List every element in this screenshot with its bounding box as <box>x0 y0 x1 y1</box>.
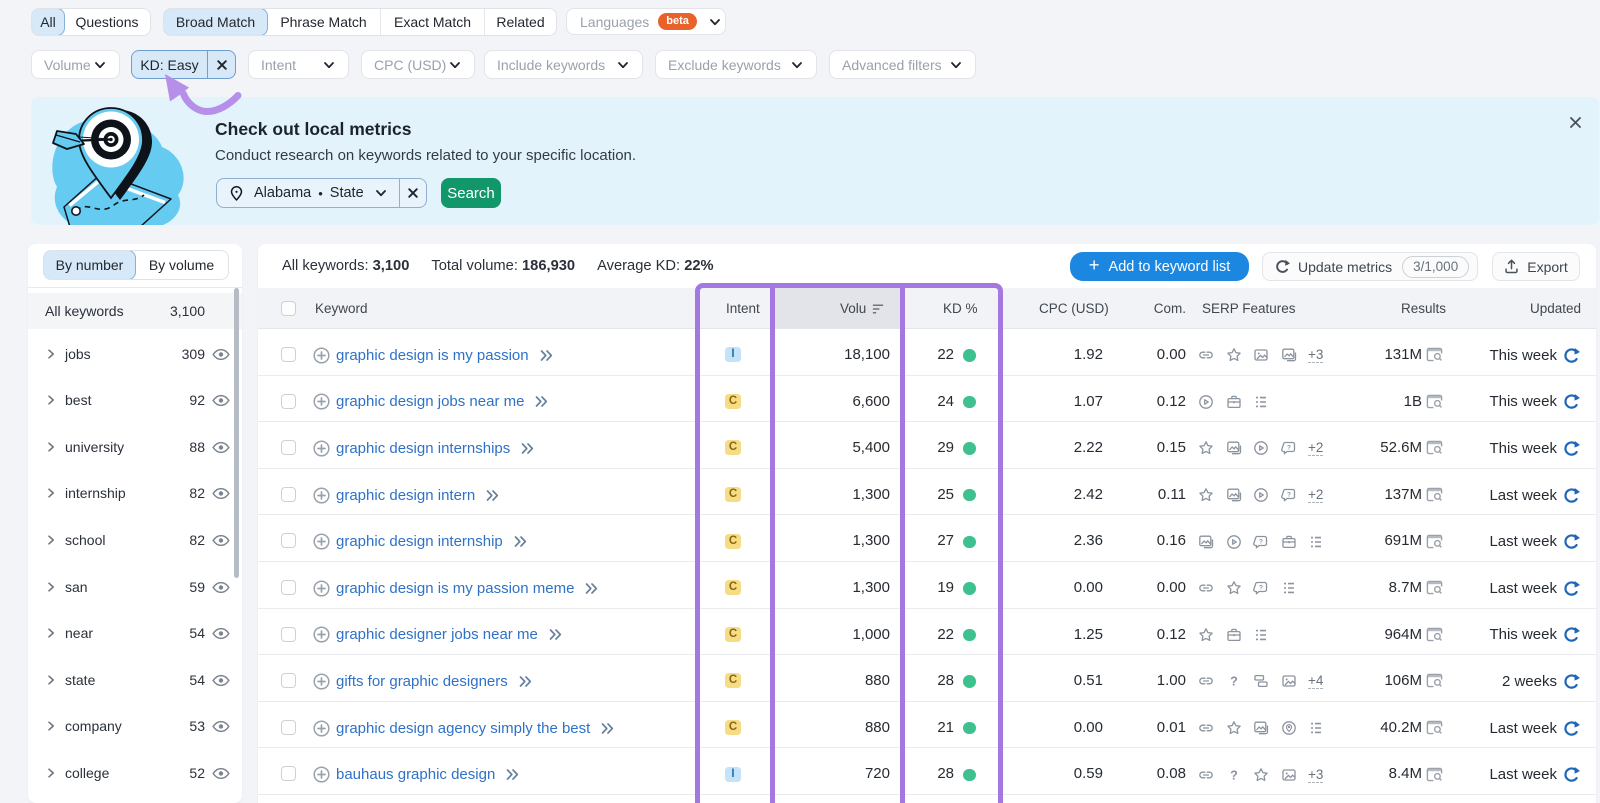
svg-text:?: ? <box>1259 585 1263 592</box>
svg-text:?: ? <box>1259 538 1263 545</box>
svg-text:?: ? <box>1230 675 1238 689</box>
svg-text:?: ? <box>1287 445 1291 452</box>
svg-text:?: ? <box>1287 491 1291 498</box>
svg-text:?: ? <box>1230 768 1238 782</box>
